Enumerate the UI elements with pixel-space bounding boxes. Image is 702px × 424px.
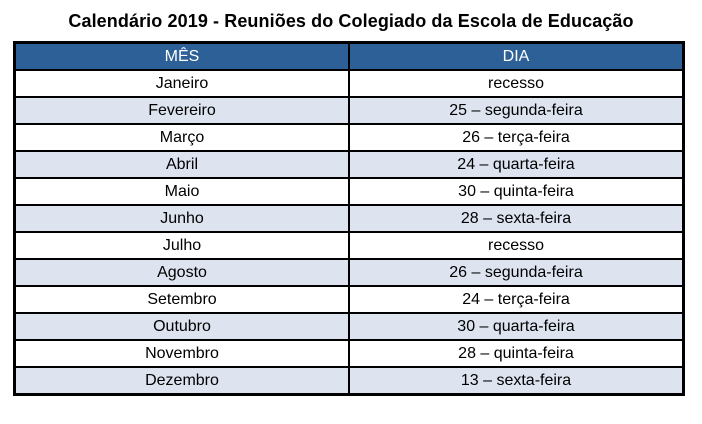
- page-title: Calendário 2019 - Reuniões do Colegiado …: [68, 11, 634, 31]
- table-row: Fevereiro 25 – segunda-feira: [13, 96, 685, 125]
- month-cell: Junho: [13, 204, 350, 233]
- day-cell: recesso: [348, 231, 685, 260]
- month-cell: Setembro: [13, 285, 350, 314]
- month-column-header: MÊS: [13, 41, 350, 71]
- day-cell: 25 – segunda-feira: [348, 96, 685, 125]
- table-row: Junho 28 – sexta-feira: [13, 204, 685, 233]
- month-cell: Abril: [13, 150, 350, 179]
- month-cell: Março: [13, 123, 350, 152]
- day-cell: 28 – sexta-feira: [348, 204, 685, 233]
- month-cell: Novembro: [13, 339, 350, 368]
- month-cell: Dezembro: [13, 366, 350, 396]
- table-row: Março 26 – terça-feira: [13, 123, 685, 152]
- day-cell: recesso: [348, 69, 685, 98]
- month-cell: Agosto: [13, 258, 350, 287]
- calendar-table: MÊS DIA Janeiro recesso Fevereiro 25 – s…: [13, 41, 685, 396]
- day-column-header: DIA: [348, 41, 685, 71]
- month-cell: Fevereiro: [13, 96, 350, 125]
- day-cell: 24 – quarta-feira: [348, 150, 685, 179]
- day-cell: 13 – sexta-feira: [348, 366, 685, 396]
- day-cell: 30 – quarta-feira: [348, 312, 685, 341]
- day-cell: 30 – quinta-feira: [348, 177, 685, 206]
- table-row: Novembro 28 – quinta-feira: [13, 339, 685, 368]
- month-cell: Janeiro: [13, 69, 350, 98]
- day-cell: 24 – terça-feira: [348, 285, 685, 314]
- table-row: Maio 30 – quinta-feira: [13, 177, 685, 206]
- table-row: Setembro 24 – terça-feira: [13, 285, 685, 314]
- table-row: Agosto 26 – segunda-feira: [13, 258, 685, 287]
- month-cell: Julho: [13, 231, 350, 260]
- table-row: Julho recesso: [13, 231, 685, 260]
- header-row: MÊS DIA: [13, 41, 685, 71]
- table-row: Janeiro recesso: [13, 69, 685, 98]
- month-cell: Maio: [13, 177, 350, 206]
- table-row: Outubro 30 – quarta-feira: [13, 312, 685, 341]
- month-cell: Outubro: [13, 312, 350, 341]
- day-cell: 26 – terça-feira: [348, 123, 685, 152]
- table-row: Abril 24 – quarta-feira: [13, 150, 685, 179]
- day-cell: 26 – segunda-feira: [348, 258, 685, 287]
- day-cell: 28 – quinta-feira: [348, 339, 685, 368]
- table-row: Dezembro 13 – sexta-feira: [13, 366, 685, 396]
